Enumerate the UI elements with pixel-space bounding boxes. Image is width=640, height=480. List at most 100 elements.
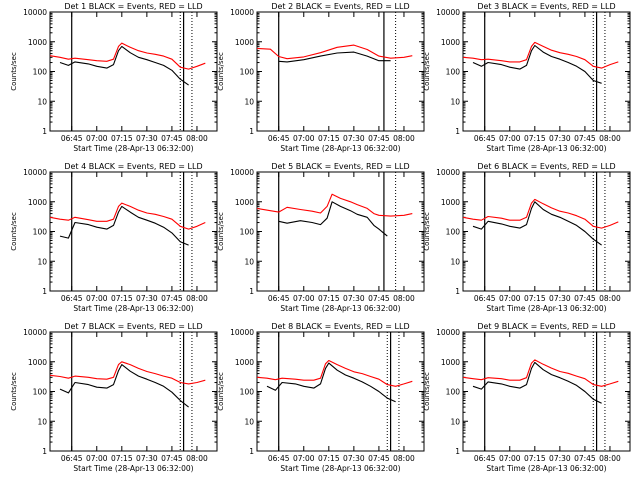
x-tick-label: 07:15	[524, 294, 546, 303]
x-tick-label: 07:00	[499, 454, 521, 463]
x-tick-label: 06:45	[61, 134, 83, 143]
chart-title: Det 5 BLACK = Events, RED = LLD	[271, 162, 409, 171]
y-tick-label: 1000	[441, 358, 460, 367]
y-tick-label: 1000	[28, 358, 47, 367]
y-tick-label: 100	[33, 68, 48, 77]
detector-panel-5: Det 5 BLACK = Events, RED = LLD 1 10 100 100…	[217, 162, 425, 313]
detector-panel-1: Det 1 BLACK = Events, RED = LLD 1 10 100 100…	[10, 2, 218, 153]
x-tick-label: 08:00	[186, 134, 208, 143]
series-line-lld	[49, 361, 206, 385]
x-tick-label: 08:00	[393, 294, 415, 303]
x-tick-label: 07:45	[161, 294, 183, 303]
y-tick-label: 10	[244, 97, 254, 106]
series-line-lld	[256, 44, 413, 60]
y-axis-label: Counts/sec	[10, 52, 18, 91]
x-tick-label: 07:15	[111, 454, 133, 463]
y-tick-label: 10000	[23, 168, 47, 177]
y-tick-label: 10	[37, 97, 47, 106]
y-tick-label: 10	[450, 257, 460, 266]
y-tick-label: 10000	[436, 168, 460, 177]
x-tick-label: 07:00	[499, 294, 521, 303]
y-tick-label: 10000	[230, 328, 254, 337]
y-tick-label: 10000	[230, 168, 254, 177]
y-tick-label: 1	[42, 447, 47, 456]
chart-title: Det 9 BLACK = Events, RED = LLD	[477, 322, 615, 331]
chart-title: Det 7 BLACK = Events, RED = LLD	[64, 322, 202, 331]
x-tick-label: 07:00	[86, 134, 108, 143]
x-tick-label: 06:45	[474, 294, 496, 303]
y-tick-label: 1000	[441, 38, 460, 47]
y-axis-label: Counts/sec	[217, 52, 225, 91]
x-axis-label: Start Time (28-Apr-13 06:32:00)	[73, 144, 193, 153]
x-tick-label: 07:30	[343, 454, 365, 463]
y-tick-label: 1	[249, 287, 254, 296]
x-tick-label: 07:15	[111, 134, 133, 143]
y-axis-label: Counts/sec	[10, 372, 18, 411]
series-line-lld	[256, 359, 413, 387]
y-tick-label: 1	[455, 447, 460, 456]
x-tick-label: 06:45	[61, 454, 83, 463]
y-tick-label: 10	[450, 417, 460, 426]
x-tick-label: 08:00	[599, 294, 621, 303]
x-axis-label: Start Time (28-Apr-13 06:32:00)	[486, 464, 606, 473]
x-tick-label: 06:45	[474, 134, 496, 143]
x-axis-label: Start Time (28-Apr-13 06:32:00)	[486, 144, 606, 153]
series-line-events	[278, 51, 391, 63]
y-tick-label: 1	[42, 287, 47, 296]
y-axis-label: Counts/sec	[217, 212, 225, 251]
y-tick-label: 1	[455, 287, 460, 296]
x-tick-label: 08:00	[186, 294, 208, 303]
y-tick-label: 1000	[441, 198, 460, 207]
y-tick-label: 10	[244, 417, 254, 426]
x-tick-label: 08:00	[599, 454, 621, 463]
y-tick-label: 10	[37, 417, 47, 426]
x-tick-label: 07:00	[86, 454, 108, 463]
series-line-lld	[49, 202, 206, 230]
y-tick-label: 1	[42, 127, 47, 136]
x-tick-label: 07:15	[524, 454, 546, 463]
x-tick-label: 07:00	[499, 134, 521, 143]
x-tick-label: 06:45	[268, 454, 290, 463]
y-tick-label: 1000	[28, 198, 47, 207]
y-axis-label: Counts/sec	[423, 372, 431, 411]
chart-title: Det 4 BLACK = Events, RED = LLD	[64, 162, 202, 171]
series-line-lld	[462, 41, 619, 69]
x-tick-label: 07:30	[343, 134, 365, 143]
y-axis-label: Counts/sec	[10, 212, 18, 251]
x-tick-label: 07:45	[161, 454, 183, 463]
series-line-events	[278, 201, 388, 237]
x-tick-label: 07:30	[549, 134, 571, 143]
series-line-events	[472, 201, 602, 246]
x-tick-label: 06:45	[61, 294, 83, 303]
series-line-events	[59, 45, 189, 86]
chart-title: Det 3 BLACK = Events, RED = LLD	[477, 2, 615, 11]
series-line-events	[59, 205, 189, 246]
chart-title: Det 1 BLACK = Events, RED = LLD	[64, 2, 202, 11]
x-tick-label: 06:45	[268, 134, 290, 143]
y-tick-label: 100	[240, 68, 255, 77]
y-axis-label: Counts/sec	[423, 212, 431, 251]
x-tick-label: 07:15	[318, 134, 340, 143]
x-axis-label: Start Time (28-Apr-13 06:32:00)	[486, 304, 606, 313]
x-tick-label: 07:30	[136, 454, 158, 463]
detector-panel-2: Det 2 BLACK = Events, RED = LLD 1 10 100 100…	[217, 2, 425, 153]
x-axis-label: Start Time (28-Apr-13 06:32:00)	[73, 464, 193, 473]
series-line-events	[266, 362, 396, 403]
y-tick-label: 100	[33, 228, 48, 237]
x-tick-label: 07:45	[574, 454, 596, 463]
series-line-lld	[462, 359, 619, 387]
y-tick-label: 1	[249, 127, 254, 136]
y-tick-label: 100	[446, 68, 461, 77]
x-tick-label: 07:00	[293, 454, 315, 463]
x-axis-label: Start Time (28-Apr-13 06:32:00)	[280, 304, 400, 313]
x-tick-label: 06:45	[474, 454, 496, 463]
detector-panel-9: Det 9 BLACK = Events, RED = LLD 1 10 100 100…	[423, 322, 631, 473]
x-tick-label: 08:00	[599, 134, 621, 143]
x-tick-label: 07:15	[524, 134, 546, 143]
y-tick-label: 100	[240, 388, 255, 397]
x-tick-label: 07:30	[343, 294, 365, 303]
y-tick-label: 100	[33, 388, 48, 397]
series-line-events	[472, 361, 602, 404]
y-tick-label: 10000	[23, 8, 47, 17]
